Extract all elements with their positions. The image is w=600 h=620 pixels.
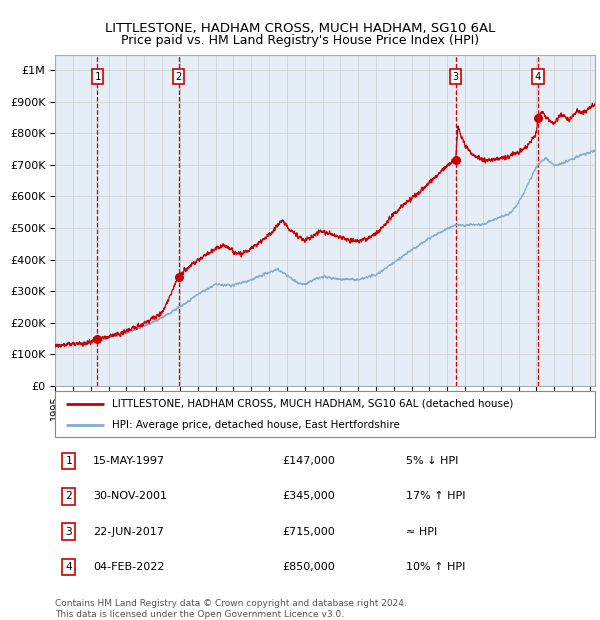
Text: 4: 4 <box>535 72 541 82</box>
Text: 5% ↓ HPI: 5% ↓ HPI <box>406 456 458 466</box>
Text: 1: 1 <box>65 456 72 466</box>
Text: LITTLESTONE, HADHAM CROSS, MUCH HADHAM, SG10 6AL: LITTLESTONE, HADHAM CROSS, MUCH HADHAM, … <box>105 22 495 35</box>
Bar <box>455 55 538 386</box>
Text: 22-JUN-2017: 22-JUN-2017 <box>93 526 164 537</box>
Text: HPI: Average price, detached house, East Hertfordshire: HPI: Average price, detached house, East… <box>112 420 400 430</box>
Text: £715,000: £715,000 <box>282 526 335 537</box>
Text: £147,000: £147,000 <box>282 456 335 466</box>
Text: £345,000: £345,000 <box>282 491 335 502</box>
Bar <box>55 55 97 386</box>
Bar <box>179 55 455 386</box>
Text: 2: 2 <box>65 491 72 502</box>
Text: 17% ↑ HPI: 17% ↑ HPI <box>406 491 466 502</box>
Text: LITTLESTONE, HADHAM CROSS, MUCH HADHAM, SG10 6AL (detached house): LITTLESTONE, HADHAM CROSS, MUCH HADHAM, … <box>112 399 513 409</box>
Text: 15-MAY-1997: 15-MAY-1997 <box>93 456 165 466</box>
Text: 30-NOV-2001: 30-NOV-2001 <box>93 491 167 502</box>
Text: 1: 1 <box>94 72 101 82</box>
Text: 4: 4 <box>65 562 72 572</box>
Text: Price paid vs. HM Land Registry's House Price Index (HPI): Price paid vs. HM Land Registry's House … <box>121 34 479 47</box>
Text: This data is licensed under the Open Government Licence v3.0.: This data is licensed under the Open Gov… <box>55 610 344 619</box>
Text: £850,000: £850,000 <box>282 562 335 572</box>
Text: 3: 3 <box>65 526 72 537</box>
Text: Contains HM Land Registry data © Crown copyright and database right 2024.: Contains HM Land Registry data © Crown c… <box>55 599 407 608</box>
Bar <box>538 55 595 386</box>
Text: 04-FEB-2022: 04-FEB-2022 <box>93 562 164 572</box>
Text: 3: 3 <box>452 72 459 82</box>
Text: 10% ↑ HPI: 10% ↑ HPI <box>406 562 466 572</box>
Bar <box>97 55 179 386</box>
Text: ≈ HPI: ≈ HPI <box>406 526 437 537</box>
FancyBboxPatch shape <box>55 391 595 437</box>
Text: 2: 2 <box>175 72 182 82</box>
